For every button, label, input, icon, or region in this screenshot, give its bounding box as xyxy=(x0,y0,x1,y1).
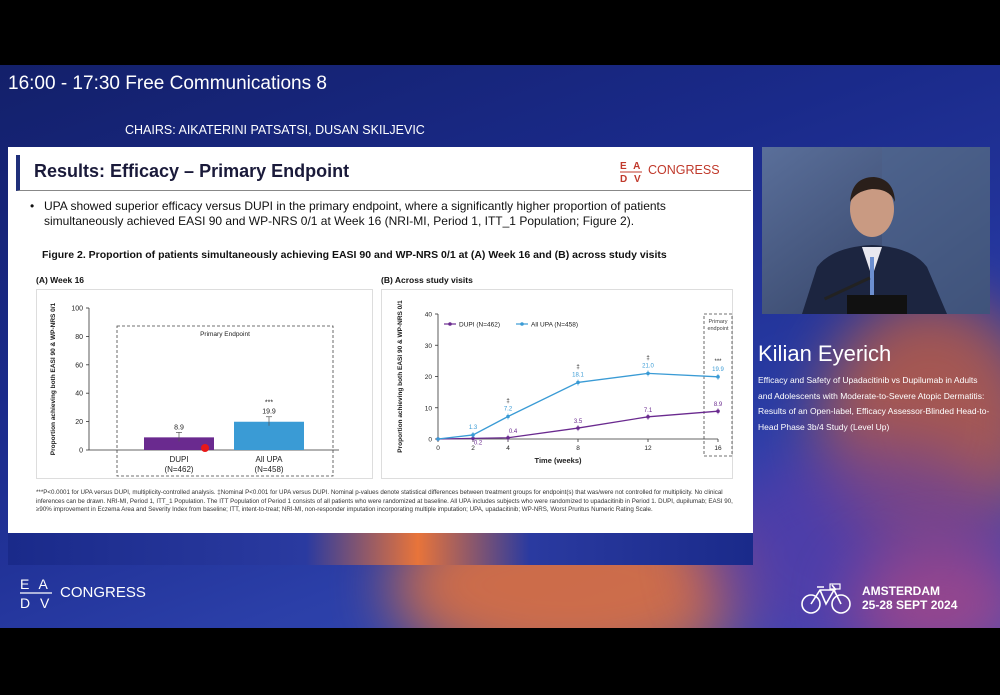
data-label: 19.9 xyxy=(712,367,724,373)
svg-text:D V: D V xyxy=(620,174,643,185)
y-tick-label: 0 xyxy=(79,448,83,455)
eadv-logo-mark: E A D V xyxy=(20,576,52,611)
speaker-silhouette xyxy=(762,147,990,314)
slide-footnote: ***P<0.0001 for UPA versus DUPI, multipl… xyxy=(36,489,733,513)
y-tick-label: 10 xyxy=(425,405,433,412)
x-category-n: (N=462) xyxy=(164,465,193,474)
x-category-n: (N=458) xyxy=(254,465,283,474)
legend-label: All UPA (N=458) xyxy=(531,322,578,329)
data-label: 1.3 xyxy=(469,425,478,431)
series-line-0 xyxy=(437,410,719,440)
primary-endpoint-label: Primary xyxy=(709,319,728,325)
x-category-label: DUPI xyxy=(169,455,188,464)
primary-endpoint-box xyxy=(116,325,334,477)
primary-endpoint-box xyxy=(703,313,733,457)
svg-text:E A: E A xyxy=(620,161,642,172)
x-tick-label: 12 xyxy=(644,445,652,452)
y-tick-label: 20 xyxy=(75,419,83,426)
event-location: AMSTERDAM 25-28 SEPT 2024 xyxy=(862,584,957,612)
bottom-gradient xyxy=(8,533,753,565)
significance-mark: ‡ xyxy=(576,364,579,370)
data-label: 0.2 xyxy=(474,440,483,446)
y-tick-label: 40 xyxy=(75,391,83,398)
y-axis-label: Proportion achieving both EASI 90 & WP-N… xyxy=(50,302,57,455)
event-dates: 25-28 SEPT 2024 xyxy=(862,598,958,612)
significance-mark: *** xyxy=(265,400,273,407)
bar-value-label: 19.9 xyxy=(262,409,276,416)
panel-a-label: (A) Week 16 xyxy=(36,275,85,285)
x-tick-label: 4 xyxy=(506,445,510,452)
eadv-congress-branding: E A D V CONGRESS xyxy=(20,575,160,615)
eadv-logo-mark: E A D V xyxy=(620,161,643,185)
talk-title: Efficacy and Safety of Upadacitinib vs D… xyxy=(758,375,990,432)
y-tick-label: 60 xyxy=(75,362,83,369)
data-label: 3.5 xyxy=(574,419,583,425)
conference-stream-frame: 16:00 - 17:30 Free Communications 8 CHAI… xyxy=(0,65,1000,628)
data-point xyxy=(436,437,440,441)
significance-mark: ‡ xyxy=(646,355,649,361)
y-tick-label: 100 xyxy=(71,306,83,313)
speaker-name: Kilian Eyerich xyxy=(758,341,892,366)
significance-mark: *** xyxy=(714,359,722,365)
session-chairs: CHAIRS: AIKATERINI PATSATSI, DUSAN SKILJ… xyxy=(125,123,425,137)
bar-value-label: 8.9 xyxy=(174,424,184,431)
slide-title-bar: Results: Efficacy – Primary Endpoint E A… xyxy=(16,155,751,191)
x-category-label: All UPA xyxy=(256,455,284,464)
event-city: AMSTERDAM xyxy=(862,584,940,598)
y-tick-label: 20 xyxy=(425,374,433,381)
y-tick-label: 30 xyxy=(425,343,433,350)
primary-endpoint-label: endpoint xyxy=(707,326,729,332)
x-tick-label: 0 xyxy=(436,445,440,452)
data-label: 18.1 xyxy=(572,372,584,378)
bar-chart: 0 20 40 60 80 100 Proportion achieving both EA… xyxy=(50,302,339,477)
bullet-text: UPA showed superior efficacy versus DUPI… xyxy=(44,199,666,228)
svg-text:E A: E A xyxy=(20,576,51,592)
y-tick-label: 0 xyxy=(428,437,432,444)
data-label: 7.1 xyxy=(644,408,653,414)
series-line-1 xyxy=(437,372,719,440)
x-tick-label: 2 xyxy=(471,445,475,452)
figure-caption: Figure 2. Proportion of patients simulta… xyxy=(42,249,667,261)
eadv-word: CONGRESS xyxy=(60,584,146,601)
panel-b-box: 0 10 20 30 40 0 2 4 8 12 16 Time (weeks) Proportion … xyxy=(381,289,733,479)
bar-dupi xyxy=(144,437,214,450)
x-tick-label: 8 xyxy=(576,445,580,452)
logo-word: CONGRESS xyxy=(648,163,720,177)
legend-marker xyxy=(448,322,452,326)
y-tick-label: 80 xyxy=(75,334,83,341)
data-label: 7.2 xyxy=(504,407,513,413)
cursor-pointer-dot xyxy=(201,444,209,452)
legend-marker xyxy=(520,322,524,326)
line-chart: 0 10 20 30 40 0 2 4 8 12 16 Time (weeks) Proportion … xyxy=(397,300,733,465)
data-label: 21.0 xyxy=(642,363,654,369)
slide-title: Results: Efficacy – Primary Endpoint xyxy=(34,161,350,181)
panel-a-box: 0 20 40 60 80 100 Proportion achieving both EA… xyxy=(36,289,373,479)
slide-bottom-decoration xyxy=(8,533,753,565)
y-tick-label: 40 xyxy=(425,312,433,319)
primary-endpoint-label: Primary Endpoint xyxy=(200,331,250,338)
result-bullet: • UPA showed superior efficacy versus DU… xyxy=(30,199,730,229)
x-axis-label: Time (weeks) xyxy=(535,456,582,465)
significance-mark: ‡ xyxy=(506,399,509,405)
bicycle-icon xyxy=(801,583,851,614)
legend-label: DUPI (N=462) xyxy=(459,322,500,329)
x-tick-label: 16 xyxy=(714,445,722,452)
data-label: 8.9 xyxy=(714,402,723,408)
speaker-video xyxy=(762,147,990,314)
bar-all-upa xyxy=(234,421,304,450)
y-axis-label: Proportion achieving both EASI 90 & WP-N… xyxy=(397,300,404,453)
data-label: 0.4 xyxy=(509,429,518,435)
presentation-slide: Results: Efficacy – Primary Endpoint E A… xyxy=(8,147,753,565)
svg-text:D V: D V xyxy=(20,595,52,611)
panel-b-label: (B) Across study visits xyxy=(381,275,473,285)
eadv-congress-logo: E A D V CONGRESS xyxy=(620,159,720,187)
session-title: 16:00 - 17:30 Free Communications 8 xyxy=(8,73,327,94)
bullet-icon: • xyxy=(30,199,35,213)
